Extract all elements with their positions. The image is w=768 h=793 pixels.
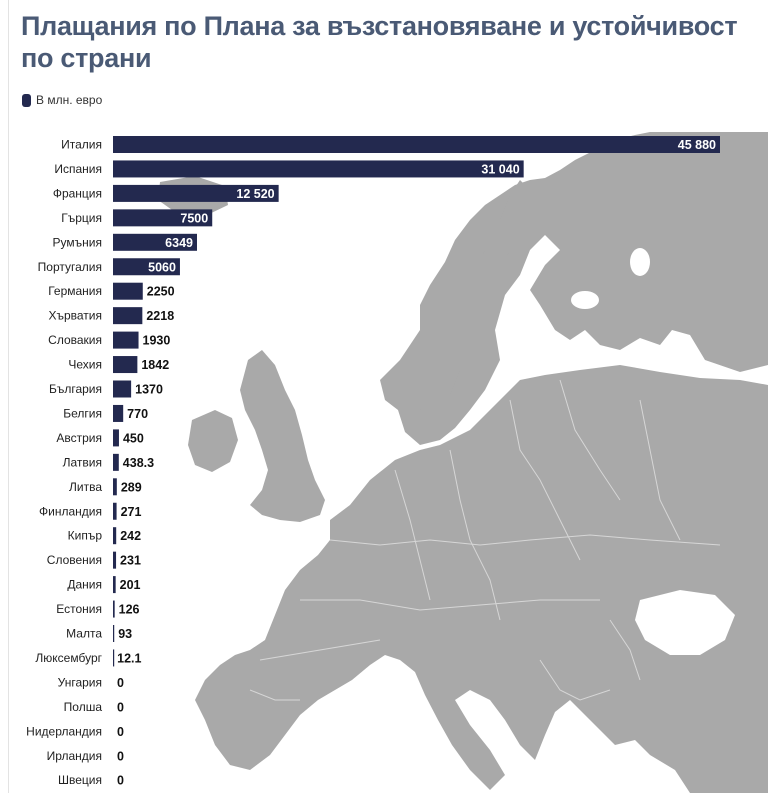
map-borders	[249, 379, 721, 701]
category-label: Ирландия	[47, 749, 102, 763]
category-label: Малта	[66, 627, 102, 641]
category-label: България	[49, 382, 102, 396]
bars-layer: Италия 45 880 Испания 31 040 Франция 12 520 Гъ…	[26, 136, 720, 789]
category-label: Хърватия	[48, 309, 102, 323]
category-label: Чехия	[68, 358, 102, 372]
category-label: Франция	[53, 186, 102, 200]
category-label: Португалия	[38, 260, 102, 274]
value-label: 126	[119, 603, 140, 617]
value-label: 289	[121, 480, 142, 494]
category-label: Гърция	[61, 211, 102, 225]
value-label: 5060	[148, 260, 176, 274]
bar[interactable]	[113, 307, 143, 325]
value-label: 2250	[147, 285, 175, 299]
category-label: Румъния	[53, 235, 102, 249]
value-label: 0	[117, 749, 124, 763]
category-label: Литва	[69, 480, 102, 494]
category-label: Люксембург	[35, 651, 102, 665]
value-label: 0	[117, 774, 124, 788]
category-label: Нидерландия	[26, 724, 102, 738]
value-label: 31 040	[481, 162, 519, 176]
category-label: Дания	[67, 578, 102, 592]
legend-swatch	[22, 93, 31, 107]
map-great-britain	[240, 350, 325, 522]
value-label: 0	[117, 725, 124, 739]
value-label: 1842	[141, 358, 169, 372]
bar[interactable]	[113, 331, 139, 349]
category-label: Италия	[61, 138, 102, 152]
bar[interactable]	[113, 478, 117, 496]
category-label: Швеция	[58, 773, 102, 787]
bar[interactable]	[113, 551, 117, 569]
value-label: 12 520	[236, 187, 274, 201]
bar[interactable]	[113, 184, 279, 202]
value-label: 0	[117, 700, 124, 714]
bar[interactable]	[113, 209, 213, 227]
value-label: 12.1	[117, 651, 141, 665]
bar[interactable]	[113, 380, 132, 398]
map-med-sea	[560, 760, 660, 793]
value-label: 231	[120, 554, 141, 568]
bar[interactable]	[113, 429, 119, 447]
category-label: Латвия	[63, 455, 102, 469]
map-scandinavia	[415, 180, 540, 418]
value-label: 93	[118, 627, 132, 641]
value-label: 242	[120, 529, 141, 543]
bar[interactable]	[113, 649, 115, 667]
value-label: 1370	[135, 383, 163, 397]
bar[interactable]	[113, 404, 124, 422]
bar[interactable]	[113, 136, 720, 153]
category-label: Белгия	[63, 406, 102, 420]
value-label: 6349	[165, 236, 193, 250]
category-label: Естония	[56, 602, 102, 616]
map-lake-ladoga	[571, 291, 599, 309]
category-label: Полша	[64, 700, 103, 714]
map-north-landmass	[380, 132, 768, 445]
left-divider	[8, 0, 9, 793]
category-label: Финландия	[39, 504, 102, 518]
value-label: 201	[120, 578, 141, 592]
legend: В млн. евро	[22, 93, 102, 107]
category-label: Унгария	[58, 675, 102, 689]
europe-map-background	[158, 132, 768, 793]
bar[interactable]	[113, 233, 197, 251]
bar[interactable]	[113, 576, 116, 594]
value-label: 7500	[180, 211, 208, 225]
bar[interactable]	[113, 258, 180, 276]
map-lake-onega	[630, 248, 650, 276]
bar[interactable]	[113, 282, 143, 300]
category-label: Германия	[48, 284, 102, 298]
value-label: 2218	[146, 309, 174, 323]
category-label: Словения	[47, 553, 102, 567]
value-label: 1930	[143, 334, 171, 348]
bar[interactable]	[113, 600, 115, 618]
bar[interactable]	[113, 453, 119, 471]
category-label: Испания	[54, 162, 102, 176]
value-label: 438.3	[123, 456, 154, 470]
map-ireland	[188, 410, 238, 472]
category-label: Словакия	[48, 333, 102, 347]
chart-title: Плащания по Плана за възстановяване и ус…	[21, 11, 738, 73]
value-label: 770	[127, 407, 148, 421]
bar[interactable]	[113, 527, 117, 545]
category-label: Кипър	[68, 529, 103, 543]
bar[interactable]	[113, 625, 115, 642]
map-black-sea	[635, 590, 735, 655]
bar[interactable]	[113, 502, 117, 520]
value-label: 0	[117, 676, 124, 690]
value-label: 45 880	[678, 138, 716, 152]
category-label: Австрия	[56, 431, 102, 445]
legend-label: В млн. евро	[36, 93, 103, 107]
bar[interactable]	[113, 160, 524, 178]
value-label: 271	[121, 505, 142, 519]
map-mainland	[195, 365, 768, 793]
value-label: 450	[123, 431, 144, 445]
bar[interactable]	[113, 356, 138, 374]
